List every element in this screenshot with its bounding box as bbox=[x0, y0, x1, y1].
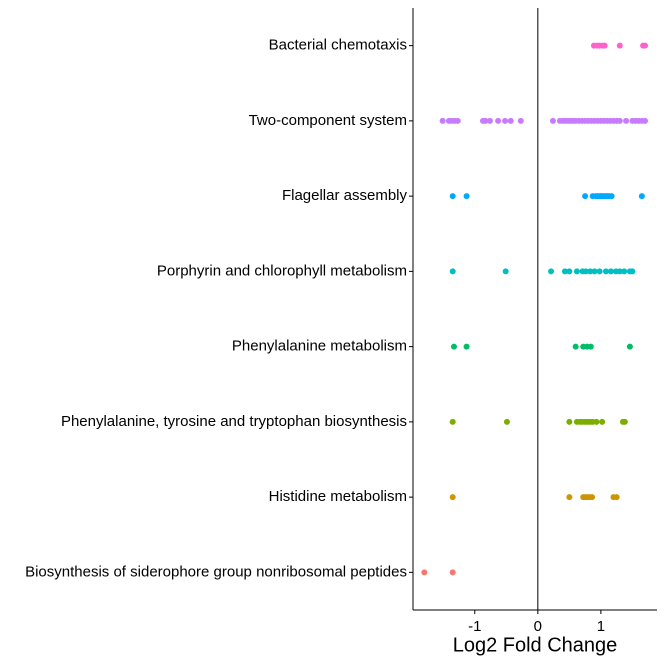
y-tick-label: Porphyrin and chlorophyll metabolism bbox=[157, 262, 407, 279]
point bbox=[616, 42, 623, 49]
point bbox=[621, 418, 628, 425]
point bbox=[503, 418, 510, 425]
point bbox=[587, 268, 594, 275]
y-tick-label: Biosynthesis of siderophore group nonrib… bbox=[25, 563, 407, 580]
point bbox=[548, 268, 555, 275]
y-tick-label: Flagellar assembly bbox=[282, 187, 408, 204]
point bbox=[495, 117, 502, 124]
point bbox=[486, 117, 493, 124]
point bbox=[482, 117, 489, 124]
point bbox=[587, 343, 594, 350]
point bbox=[507, 117, 514, 124]
point bbox=[449, 569, 456, 576]
point bbox=[439, 117, 446, 124]
x-tick-label: 1 bbox=[597, 618, 605, 635]
point bbox=[608, 193, 615, 200]
x-tick-label: -1 bbox=[468, 618, 481, 635]
point bbox=[449, 193, 456, 200]
point bbox=[449, 268, 456, 275]
point bbox=[450, 343, 457, 350]
point bbox=[601, 42, 608, 49]
point bbox=[566, 268, 573, 275]
point bbox=[623, 117, 630, 124]
point bbox=[593, 418, 600, 425]
point bbox=[621, 268, 628, 275]
y-tick-label: Phenylalanine, tyrosine and tryptophan b… bbox=[61, 413, 407, 430]
point bbox=[449, 494, 456, 501]
point bbox=[454, 117, 461, 124]
point bbox=[642, 117, 649, 124]
point bbox=[573, 268, 580, 275]
point bbox=[572, 343, 579, 350]
point bbox=[561, 268, 568, 275]
point bbox=[638, 193, 645, 200]
point bbox=[566, 418, 573, 425]
point bbox=[463, 193, 470, 200]
point bbox=[589, 494, 596, 501]
point bbox=[626, 343, 633, 350]
point bbox=[607, 268, 614, 275]
x-tick-label: 0 bbox=[534, 618, 542, 635]
y-tick-label: Two-component system bbox=[249, 112, 407, 129]
point bbox=[616, 117, 623, 124]
point bbox=[421, 569, 428, 576]
y-tick-label: Histidine metabolism bbox=[269, 488, 407, 505]
point bbox=[596, 268, 603, 275]
y-tick-label: Phenylalanine metabolism bbox=[232, 338, 407, 355]
point bbox=[613, 494, 620, 501]
point bbox=[449, 418, 456, 425]
point bbox=[566, 494, 573, 501]
point bbox=[642, 42, 649, 49]
point bbox=[502, 117, 509, 124]
point bbox=[629, 268, 636, 275]
point bbox=[517, 117, 524, 124]
point bbox=[463, 343, 470, 350]
point bbox=[582, 193, 589, 200]
y-tick-label: Bacterial chemotaxis bbox=[269, 37, 407, 54]
point bbox=[549, 117, 556, 124]
point bbox=[502, 268, 509, 275]
point bbox=[599, 418, 606, 425]
point bbox=[616, 268, 623, 275]
x-axis-title: Log2 Fold Change bbox=[453, 634, 618, 656]
point bbox=[591, 268, 598, 275]
point bbox=[582, 268, 589, 275]
point bbox=[602, 268, 609, 275]
